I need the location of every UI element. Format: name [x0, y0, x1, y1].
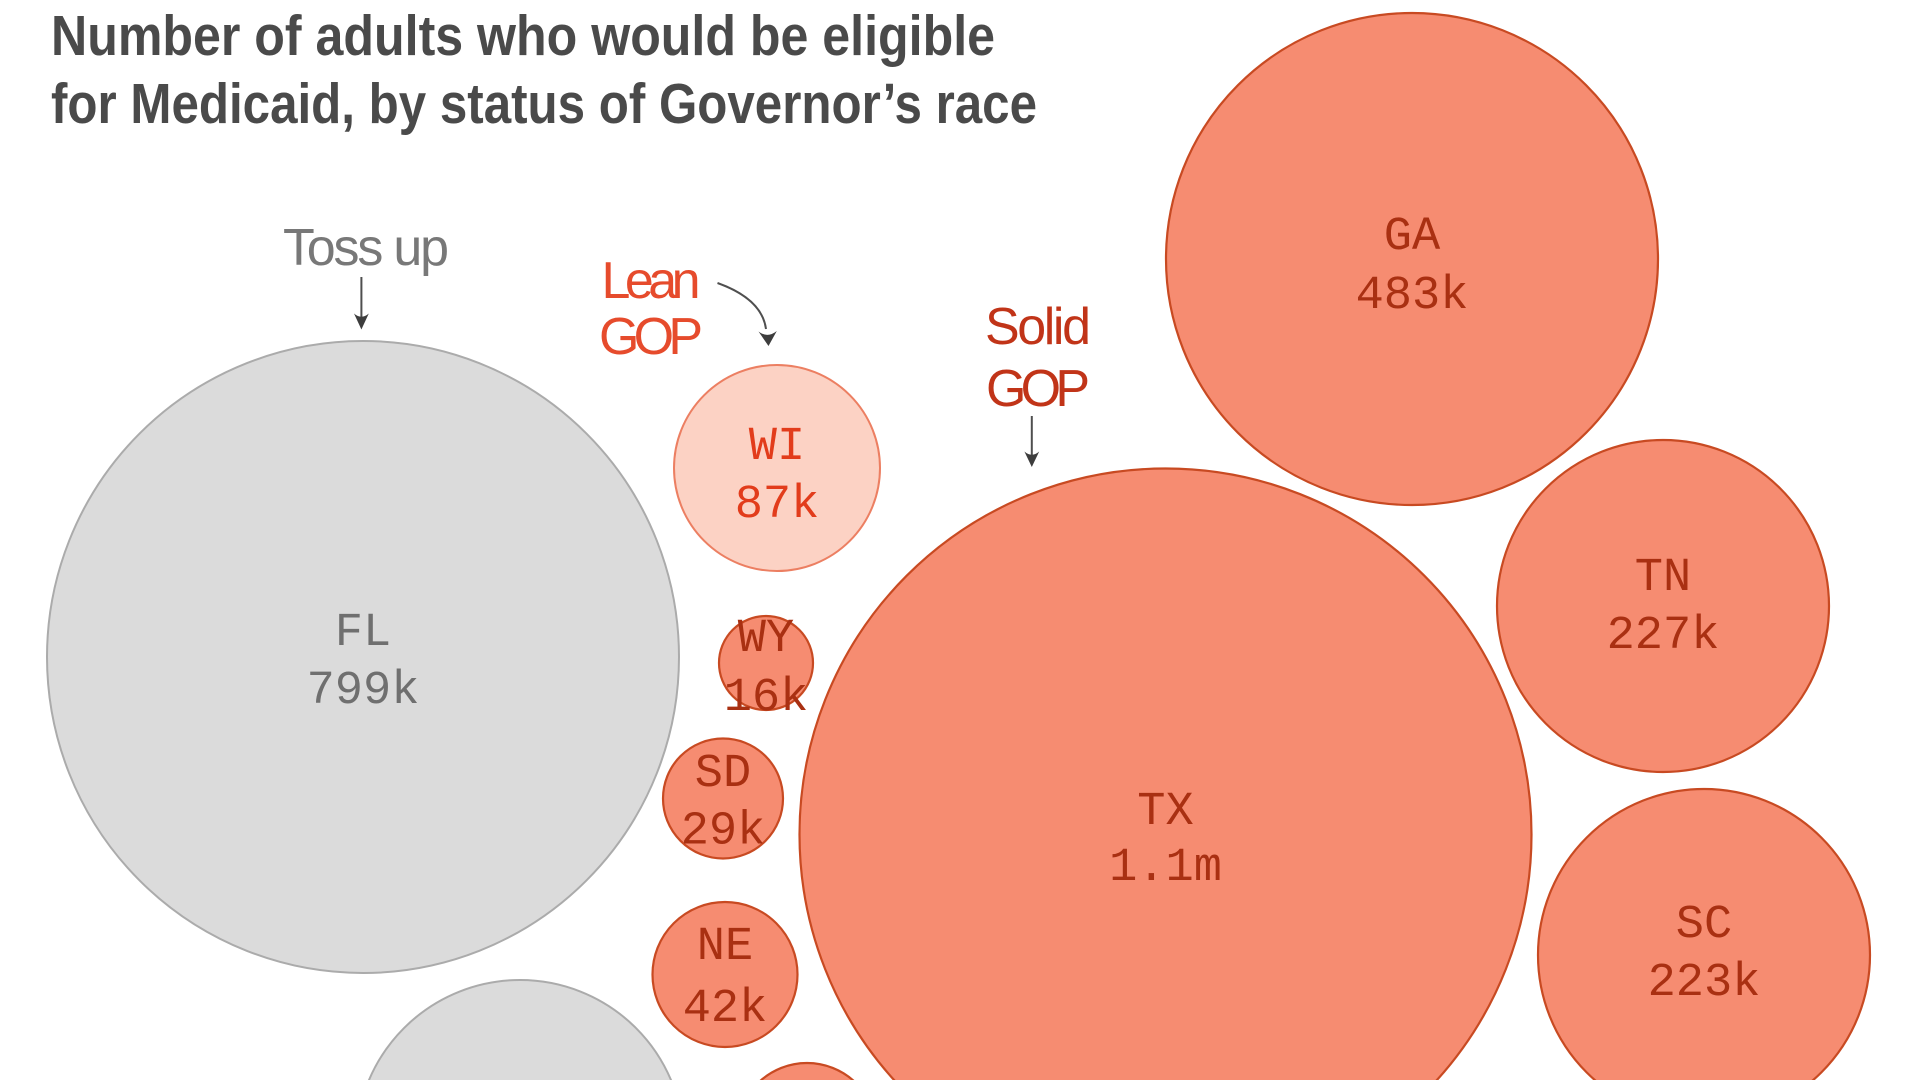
svg-text:1.1m: 1.1m	[1109, 842, 1222, 895]
svg-text:SD: SD	[695, 748, 751, 801]
svg-text:NE: NE	[697, 921, 753, 974]
svg-text:GOP: GOP	[986, 360, 1090, 418]
svg-text:TX: TX	[1137, 786, 1193, 839]
svg-text:TN: TN	[1635, 552, 1691, 605]
svg-text:87k: 87k	[735, 479, 820, 532]
svg-text:Lean: Lean	[602, 252, 701, 310]
svg-text:16k: 16k	[724, 672, 809, 725]
svg-text:for Medicaid, by status of Gov: for Medicaid, by status of Governor’s ra…	[51, 72, 1037, 136]
svg-text:FL: FL	[335, 607, 391, 660]
svg-text:Number of adults who would be: Number of adults who would be eligible	[51, 4, 995, 68]
svg-text:Toss up: Toss up	[283, 219, 449, 277]
svg-text:GA: GA	[1384, 211, 1441, 264]
svg-text:WY: WY	[738, 613, 794, 666]
svg-text:WI: WI	[749, 421, 805, 474]
svg-text:SC: SC	[1676, 899, 1732, 952]
svg-text:29k: 29k	[681, 806, 766, 859]
svg-text:227k: 227k	[1607, 610, 1720, 663]
svg-text:GOP: GOP	[599, 308, 703, 366]
svg-text:Solid: Solid	[985, 298, 1091, 356]
svg-text:799k: 799k	[307, 665, 420, 718]
svg-text:483k: 483k	[1356, 270, 1469, 323]
svg-text:223k: 223k	[1648, 957, 1761, 1010]
svg-text:42k: 42k	[683, 983, 768, 1036]
